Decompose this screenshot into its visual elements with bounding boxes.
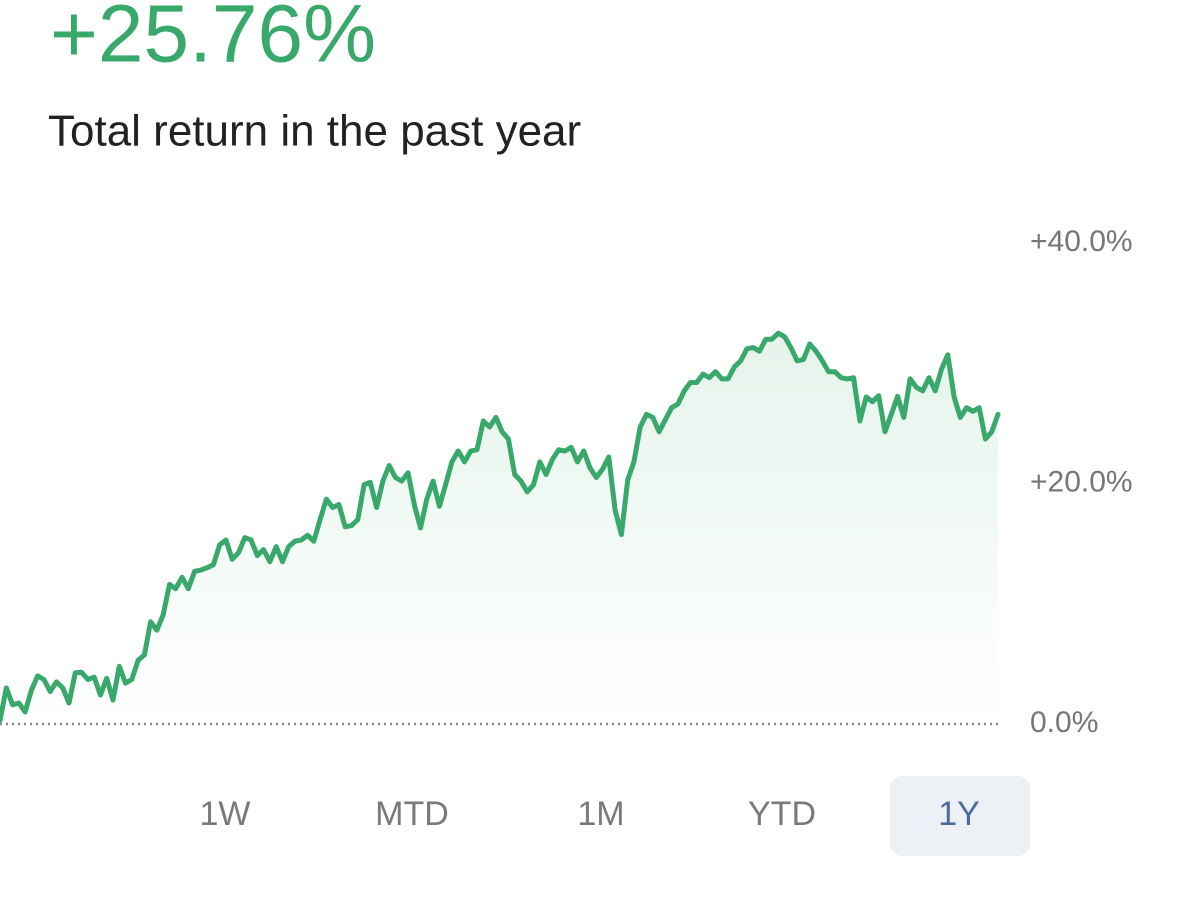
range-button[interactable]: MTD — [375, 795, 449, 833]
range-button-label[interactable]: 1Y — [938, 795, 980, 833]
range-button-label[interactable]: 1W — [200, 795, 251, 833]
return-line — [0, 330, 1001, 723]
range-button[interactable]: 1M — [577, 795, 624, 833]
range-button[interactable]: YTD — [748, 795, 816, 833]
range-button[interactable]: 1Y — [890, 776, 1030, 856]
range-button[interactable]: 1W — [200, 795, 251, 833]
range-button-label[interactable]: 1M — [577, 795, 624, 833]
area — [0, 333, 998, 724]
y-tick-label: +20.0% — [1030, 465, 1133, 498]
y-tick-label: +40.0% — [1030, 225, 1133, 258]
range-button-label[interactable]: MTD — [375, 795, 449, 833]
total-return-value: +25.76% — [50, 0, 376, 80]
range-button-label[interactable]: YTD — [748, 795, 816, 833]
total-return-caption: Total return in the past year — [48, 107, 581, 156]
range-selector: 1W MTD 1M YTD 1Y — [200, 776, 1030, 856]
y-tick-label: 0.0% — [1030, 706, 1098, 739]
chart: 0.0% +20.0% +40.0% — [0, 225, 1133, 739]
selected-highlight — [890, 776, 1030, 856]
